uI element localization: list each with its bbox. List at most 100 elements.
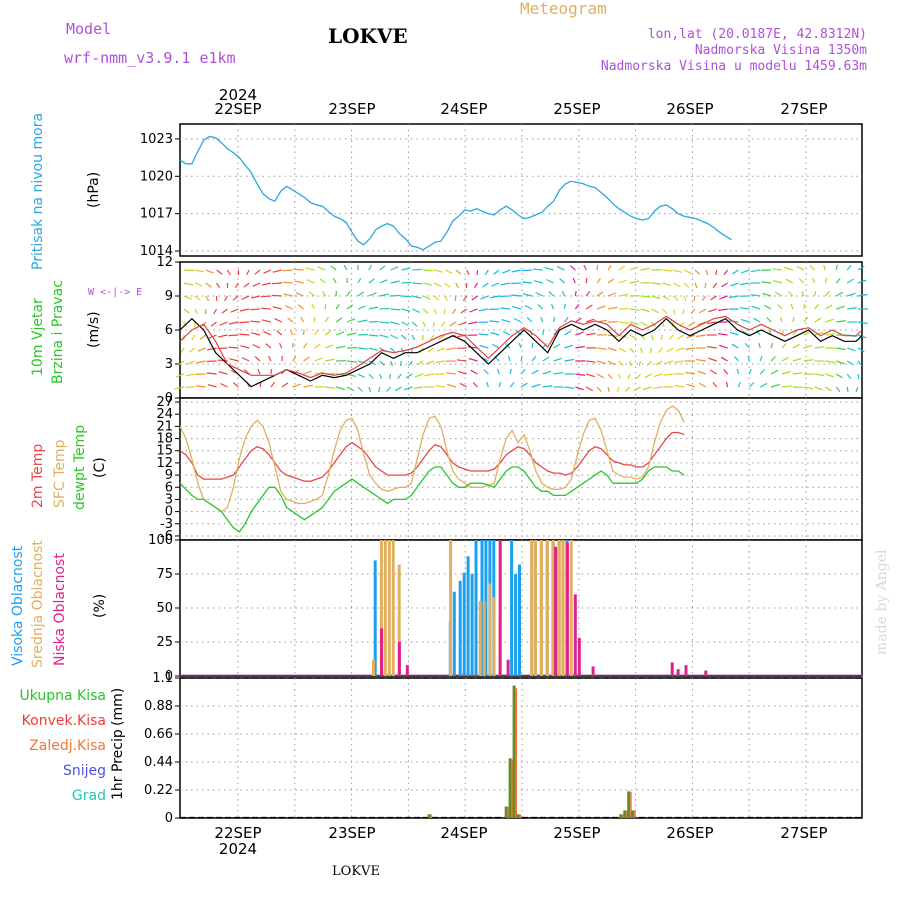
temp-line-sfc-temp: [179, 405, 685, 513]
wind-arrow: [197, 347, 206, 352]
wind-arrow: [574, 290, 577, 297]
y-tick-label: 0: [165, 391, 173, 406]
wind-arrow: [732, 269, 739, 275]
cloud-bar: [387, 540, 391, 676]
wind-arrow: [824, 277, 828, 284]
wind-arrow: [473, 282, 479, 289]
wind-arrow: [627, 373, 631, 380]
cloud-bar: [380, 628, 384, 676]
wind-arrow: [490, 331, 500, 336]
wind-arrow: [770, 369, 779, 375]
wind-arrow: [206, 372, 217, 375]
wind-arrow: [317, 266, 326, 271]
wind-arrow: [401, 321, 409, 327]
wind-arrow: [346, 318, 356, 323]
wind-arrow: [241, 295, 250, 300]
wind-arrow: [721, 282, 728, 288]
wind-arrow: [586, 318, 595, 323]
altitude-text: Nadmorska Visina 1350m: [695, 43, 867, 58]
wind-arrow: [500, 307, 511, 310]
wind-arrow: [694, 282, 698, 289]
wind-arrow: [357, 347, 368, 350]
wind-arrow: [368, 306, 379, 310]
wind-arrow: [250, 308, 261, 311]
wind-arrow: [629, 266, 638, 271]
wind-arrow: [254, 356, 261, 362]
legend-zaledj: Zaledj.Kisa: [29, 738, 106, 754]
wind-arrow: [311, 303, 315, 310]
wind-arrow: [583, 264, 587, 271]
wind-arrow: [379, 321, 390, 324]
wind-arrow: [770, 356, 776, 362]
wind-arrow: [180, 347, 185, 354]
wind-arrow: [564, 344, 573, 349]
wind-arrow: [548, 291, 555, 297]
wind-arrow: [542, 385, 553, 388]
wind-arrow: [368, 320, 379, 323]
wind-arrow: [239, 308, 250, 312]
wind-arrow: [509, 368, 512, 375]
wind-panel: 0 3 6 9 12: [156, 255, 868, 406]
wind-arrow: [379, 360, 385, 366]
wind-arrow: [274, 318, 283, 323]
wind-arrow: [564, 316, 569, 323]
wind-arrow: [449, 321, 457, 327]
wind-arrow: [188, 347, 196, 353]
y-tick-label: 21: [156, 419, 173, 434]
wind-arrow: [292, 383, 302, 388]
wind-arrow: [764, 304, 772, 310]
wind-arrow: [825, 360, 835, 364]
y-tick-label: 1017: [140, 207, 173, 222]
wind-arrow: [672, 282, 681, 288]
wind-arrow: [825, 373, 834, 378]
wind-arrow: [343, 264, 348, 271]
wind-arrow: [646, 360, 652, 366]
wind-arrow: [390, 321, 400, 325]
precip-ylabel: 1hr Precip: [110, 729, 126, 800]
wind-arrow: [484, 269, 489, 276]
wind-arrow: [357, 291, 364, 297]
wind-arrow: [662, 295, 670, 301]
wind-arrow: [835, 291, 844, 297]
cloud-bar: [379, 540, 383, 676]
wind-arrow: [379, 293, 390, 297]
wind-arrow: [379, 373, 383, 380]
wind-arrow: [553, 357, 563, 362]
y-tick-label: 0: [165, 505, 173, 520]
wind-arrow: [489, 295, 500, 299]
wind-arrow: [205, 282, 212, 288]
wind-arrow: [857, 293, 868, 297]
coords-text: lon,lat (20.0187E, 42.8312N): [648, 27, 867, 42]
wind-arrow: [416, 360, 424, 366]
wind-arrow: [798, 278, 805, 284]
y-tick-label: 1014: [140, 244, 173, 259]
wind-arrow: [675, 347, 685, 352]
wind-arrow: [785, 278, 794, 284]
wind-arrow: [586, 360, 596, 363]
wind-arrow: [263, 331, 272, 336]
wind-arrow: [585, 386, 594, 392]
wind-arrow: [174, 386, 185, 390]
wind-arrow: [368, 373, 374, 379]
wind-arrow: [303, 370, 312, 375]
wind-arrow: [510, 282, 522, 285]
wind-arrow: [322, 290, 326, 297]
wind-arrow: [219, 321, 228, 326]
wind-arrow: [177, 360, 185, 366]
wind-arrow: [216, 269, 223, 275]
wind-arrow: [585, 304, 593, 310]
precip-bar: [427, 814, 431, 818]
wind-arrow: [596, 291, 604, 297]
wind-arrow: [553, 371, 564, 375]
wind-arrow: [397, 373, 402, 379]
cloud-bar: [545, 540, 549, 676]
top-date-label: 22SEP: [214, 100, 261, 118]
cloud-bar: [518, 564, 521, 676]
wind-arrow: [640, 267, 651, 271]
wind-arrow: [651, 282, 662, 285]
precip-bar: [627, 791, 631, 818]
wind-arrow: [629, 280, 640, 284]
wind-arrow: [750, 269, 761, 273]
cloud-bar: [670, 662, 674, 676]
wind-arrow: [755, 330, 761, 336]
